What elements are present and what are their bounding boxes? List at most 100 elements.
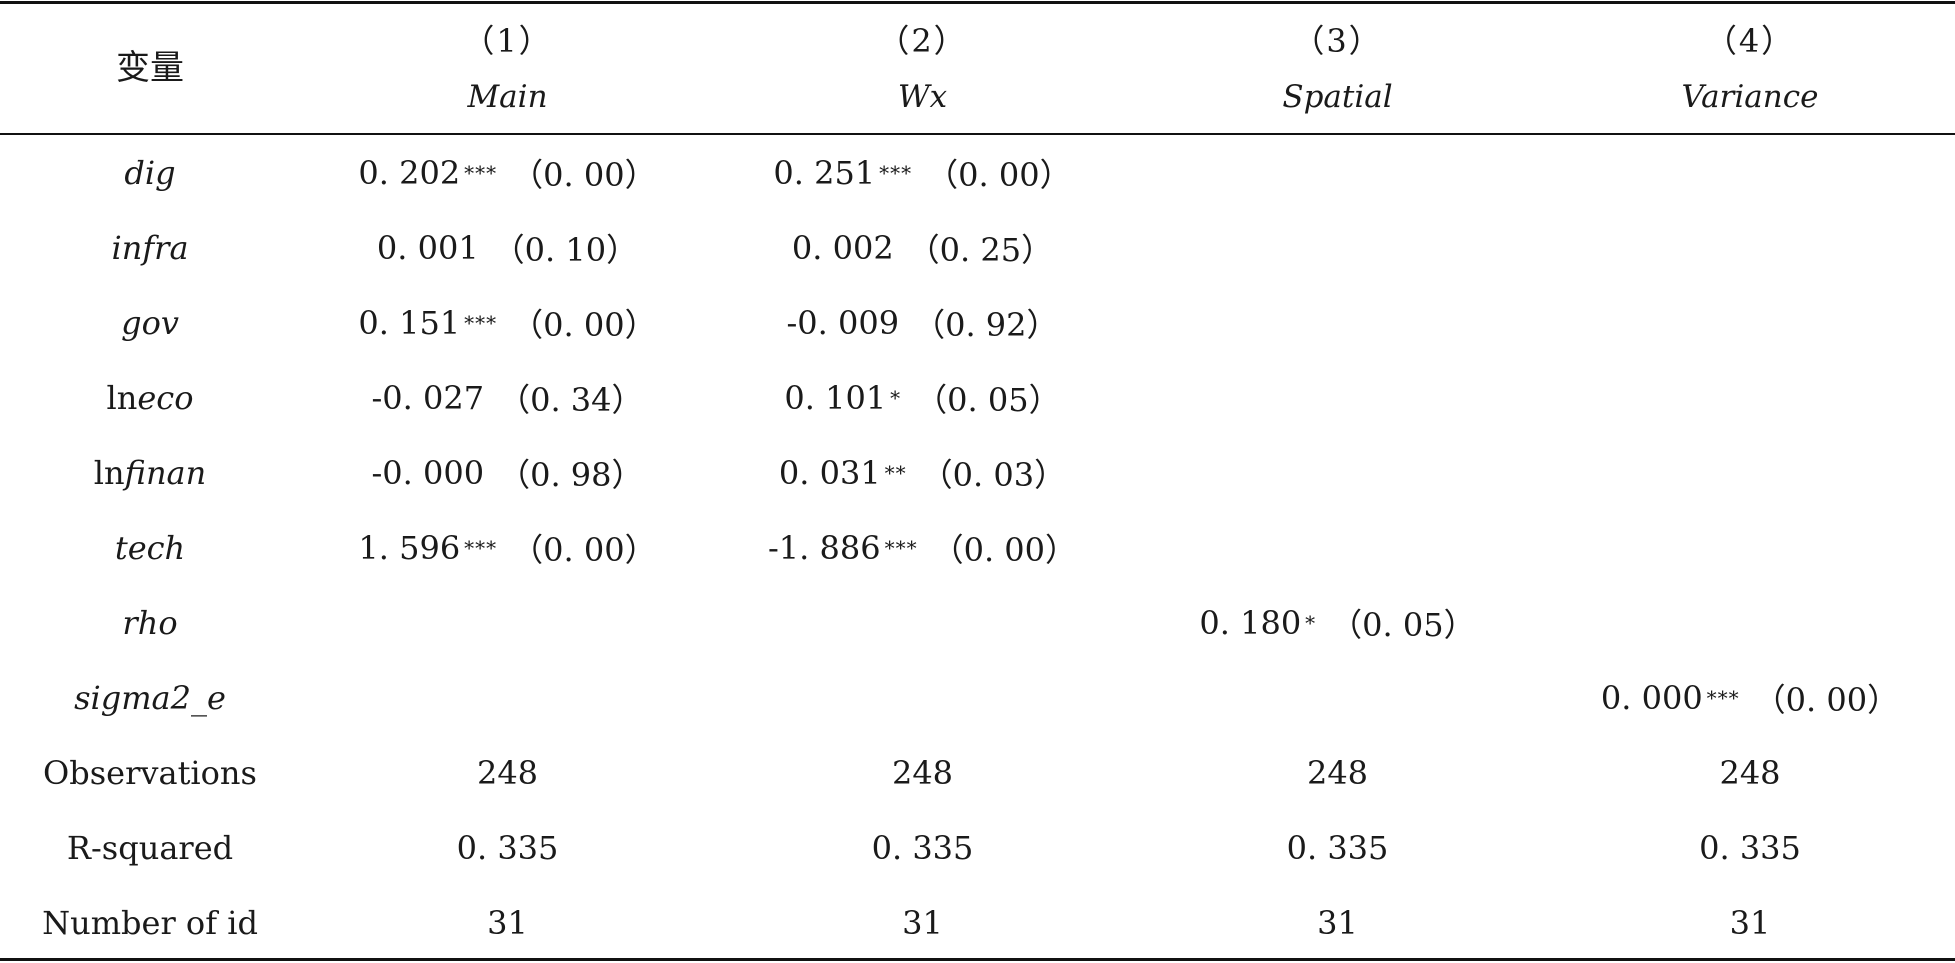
coefficient: -0. 027 [371, 378, 485, 417]
stats-value: 31 [902, 903, 943, 942]
estimate-cell: 0. 151 *** （0. 00） [300, 285, 715, 360]
variable-name-cell: lneco [0, 360, 300, 435]
variable-name-cell: dig [0, 135, 300, 210]
coefficient: 0. 180 [1199, 603, 1302, 642]
estimate-cell [1130, 660, 1545, 735]
estimate-cell [1545, 135, 1955, 210]
coefficient: 0. 202 [358, 153, 461, 192]
stats-label: Number of id [42, 903, 258, 942]
estimate-cell: 0. 031 ** （0. 03） [715, 435, 1130, 510]
estimate-cell [1130, 210, 1545, 285]
estimate-cell: -0. 009 （0. 92） [715, 285, 1130, 360]
stats-label: Observations [43, 753, 257, 792]
variable-suffix: dig [124, 153, 176, 192]
variable-name-cell: sigma2_e [0, 660, 300, 735]
table-row: infra 0. 001 （0. 10） 0. 002 （0. 25） [0, 210, 1955, 285]
stats-value: 248 [1306, 753, 1369, 792]
coefficient: -0. 009 [786, 303, 900, 342]
estimate-cell: 0. 000 *** （0. 00） [1545, 660, 1955, 735]
variable-suffix: gov [121, 303, 179, 342]
coefficient: 0. 001 [376, 228, 479, 267]
coefficient: 0. 031 [778, 453, 881, 492]
table-header: 变量 （1） Main （2） Wx （3） Spatial （4） Varia… [0, 4, 1955, 133]
table-row: rho 0. 180 * （0. 05） [0, 585, 1955, 660]
p-value: （0. 05） [1330, 605, 1476, 644]
p-value: （0. 00） [931, 530, 1078, 569]
stats-value: 248 [1719, 753, 1781, 792]
coefficient: 0. 000 [1600, 678, 1703, 717]
variable-name: lnfinan [94, 454, 206, 492]
estimate-cell [1545, 210, 1955, 285]
column-label: Wx [897, 78, 948, 115]
p-value: （0. 00） [511, 305, 657, 344]
variable-name: sigma2_e [74, 679, 226, 717]
variable-prefix: ln [93, 453, 125, 492]
variable-name: dig [124, 154, 175, 192]
stats-value: 248 [476, 753, 539, 792]
p-value: （0. 98） [498, 455, 644, 494]
coefficient: 0. 101 [784, 378, 887, 417]
estimate-cell [1130, 435, 1545, 510]
variable-header-label: 变量 [116, 48, 184, 88]
variable-name: gov [121, 304, 179, 342]
column-label: Spatial [1282, 78, 1393, 115]
estimate-cell [1545, 360, 1955, 435]
column-header-4: （4） Variance [1545, 4, 1955, 133]
variable-suffix: tech [114, 528, 186, 567]
variable-suffix: finan [124, 453, 207, 492]
stats-row: Number of id 31 31 31 31 [0, 885, 1955, 960]
estimate-cell: 0. 001 （0. 10） [300, 210, 715, 285]
variable-prefix: ln [106, 378, 138, 417]
estimate-cell [1545, 285, 1955, 360]
variable-name: infra [111, 229, 188, 267]
estimate-cell [1130, 510, 1545, 585]
estimate-cell [1545, 435, 1955, 510]
column-number: （4） [1704, 21, 1796, 60]
table-row: tech 1. 596 *** （0. 00） -1. 886 *** （0. 00） [0, 510, 1955, 585]
p-value: （0. 25） [907, 230, 1054, 269]
variable-suffix: rho [122, 603, 178, 642]
stats-value: 0. 335 [1699, 828, 1801, 867]
p-value: （0. 00） [926, 155, 1072, 194]
coefficient: -0. 000 [371, 453, 485, 492]
estimate-cell: 1. 596 *** （0. 00） [300, 510, 715, 585]
stats-value: 31 [1317, 903, 1358, 942]
variable-suffix: infra [111, 228, 189, 267]
variable-name-cell: lnfinan [0, 435, 300, 510]
variable-suffix: sigma2_e [74, 678, 226, 717]
estimate-cell: 0. 202 *** （0. 00） [300, 135, 715, 210]
variable-name-cell: rho [0, 585, 300, 660]
estimate-cell: 0. 101 * （0. 05） [715, 360, 1130, 435]
variable-name-cell: tech [0, 510, 300, 585]
top-rule [0, 1, 1955, 4]
estimate-cell [1545, 510, 1955, 585]
estimate-cell [1545, 585, 1955, 660]
stats-value: 31 [487, 903, 528, 942]
p-value: （0. 34） [498, 380, 644, 419]
estimate-cell: -0. 027 （0. 34） [300, 360, 715, 435]
column-number: （3） [1292, 21, 1383, 60]
coefficient: 0. 251 [773, 153, 876, 192]
table-row: gov 0. 151 *** （0. 00） -0. 009 （0. 92） [0, 285, 1955, 360]
stats-value: 0. 335 [1286, 828, 1389, 867]
column-header-3: （3） Spatial [1130, 4, 1545, 133]
estimate-cell [300, 660, 715, 735]
estimate-cell [1130, 135, 1545, 210]
coefficient: 0. 151 [358, 303, 461, 342]
p-value: （0. 10） [492, 230, 639, 269]
column-header-1: （1） Main [300, 4, 715, 133]
stats-label: R-squared [66, 828, 234, 867]
p-value: （0. 92） [913, 305, 1059, 344]
table-row: dig 0. 202 *** （0. 00） 0. 251 *** （0. 00） [0, 135, 1955, 210]
header-rule [0, 133, 1955, 135]
variable-header: 变量 [0, 4, 300, 133]
estimate-cell [300, 585, 715, 660]
variable-name: lneco [107, 379, 194, 417]
table-row: lnfinan -0. 000 （0. 98） 0. 031 ** （0. 03） [0, 435, 1955, 510]
estimate-cell [1130, 285, 1545, 360]
estimate-cell: 0. 180 * （0. 05） [1130, 585, 1545, 660]
column-number: （1） [462, 21, 553, 60]
p-value: （0. 05） [915, 380, 1061, 419]
variable-name-cell: gov [0, 285, 300, 360]
